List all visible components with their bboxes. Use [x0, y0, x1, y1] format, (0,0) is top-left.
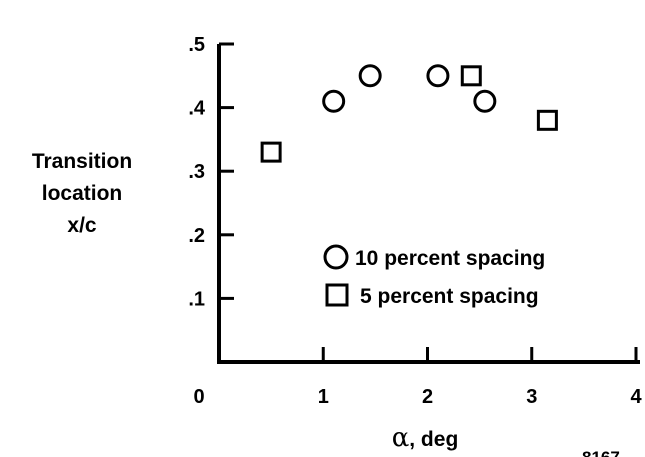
- y-tick-label: .4: [188, 98, 206, 120]
- square-data-point: [460, 65, 482, 87]
- legend-square-marker: [325, 283, 349, 307]
- x-axis-ticks: 0 1 2 3 4: [193, 347, 642, 408]
- circle-data-point: [322, 89, 346, 113]
- x-axis-title-symbol: α: [392, 423, 410, 453]
- x-tick-label: 0: [193, 386, 204, 408]
- circle-data-point: [358, 64, 382, 88]
- circle-data-point: [426, 64, 450, 88]
- square-data-point: [536, 109, 558, 131]
- y-tick-label: .5: [188, 34, 205, 56]
- y-tick-label: .3: [188, 161, 205, 183]
- circle-data-point: [473, 89, 497, 113]
- y-axis-title-line-2: location: [42, 182, 123, 205]
- x-tick-label: 3: [526, 386, 537, 408]
- x-tick-label: 1: [318, 386, 329, 408]
- x-tick-label: 4: [630, 386, 642, 408]
- x-axis-title: α, deg: [392, 423, 459, 453]
- legend: 10 percent spacing 5 percent spacing: [323, 244, 545, 308]
- legend-label-10-percent: 10 percent spacing: [355, 247, 545, 270]
- y-tick-label: .1: [188, 288, 205, 310]
- y-axis-title-line-1: Transition: [32, 150, 132, 173]
- figure-number: 8167: [582, 448, 620, 457]
- legend-label-5-percent: 5 percent spacing: [360, 285, 539, 308]
- y-axis-title: Transition location x/c: [32, 150, 132, 237]
- square-data-point: [260, 141, 282, 163]
- y-tick-label: .2: [188, 225, 205, 247]
- y-axis-ticks: .1 .2 .3 .4 .5: [188, 34, 234, 310]
- legend-circle-marker: [323, 244, 349, 270]
- data-points: [260, 64, 558, 163]
- x-tick-label: 2: [422, 386, 433, 408]
- x-axis-title-unit: , deg: [409, 428, 458, 451]
- y-axis-title-line-3: x/c: [67, 214, 97, 237]
